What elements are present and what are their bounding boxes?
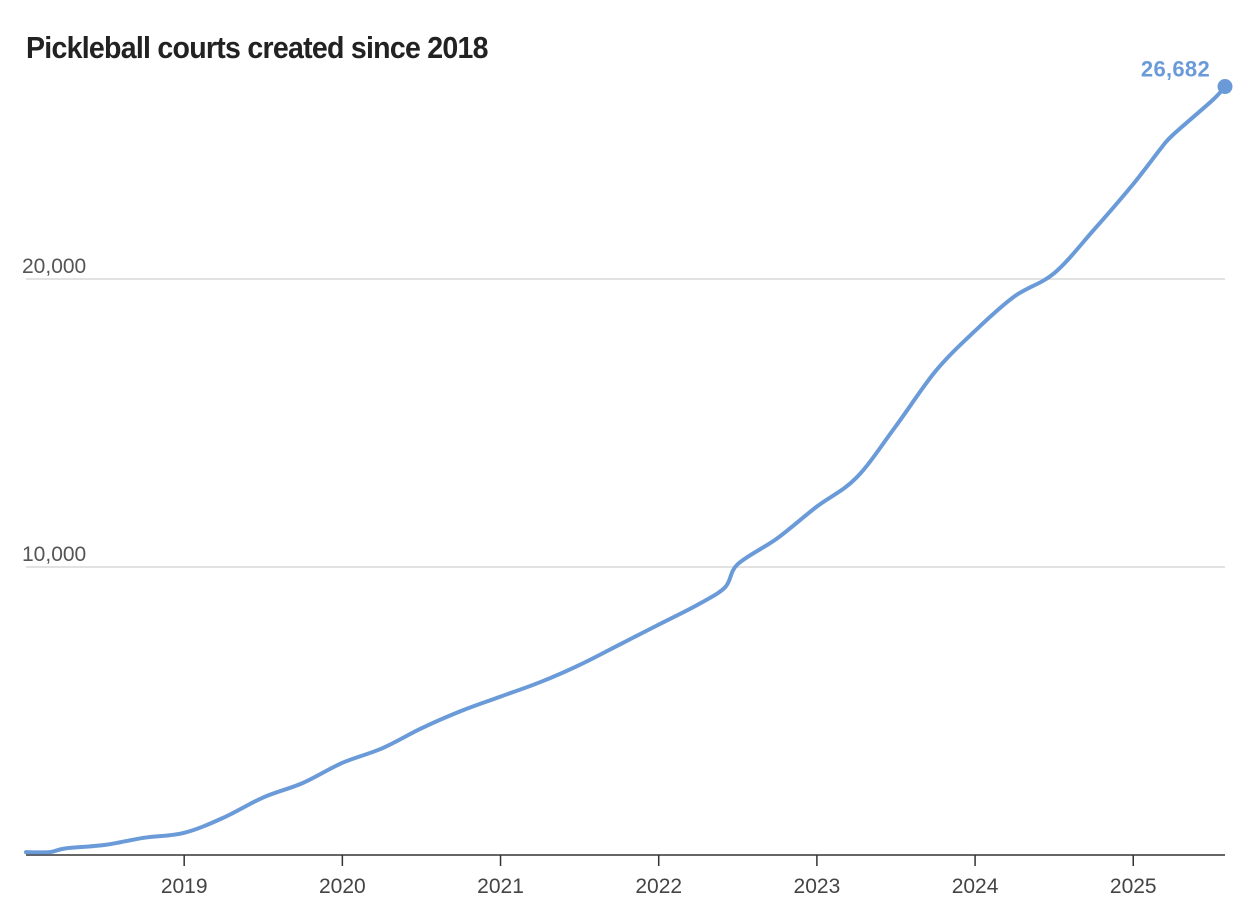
x-tick-label-2021: 2021 [477, 875, 524, 898]
x-tick-label-2024: 2024 [952, 875, 999, 898]
series-line [24, 84, 1227, 855]
y-axis-labels: 10,000 20,000 [22, 255, 86, 566]
x-tick-label-2019: 2019 [161, 875, 208, 898]
y-tick-label-20000: 20,000 [22, 255, 86, 278]
x-axis-ticks: 2019 2020 2021 2022 2023 2024 2025 [161, 855, 1157, 898]
x-tick-label-2025: 2025 [1110, 875, 1157, 898]
x-tick-label-2022: 2022 [635, 875, 682, 898]
chart-title: Pickleball courts created since 2018 [26, 30, 489, 65]
y-tick-label-10000: 10,000 [22, 543, 86, 566]
x-tick-label-2020: 2020 [319, 875, 366, 898]
end-point-marker [1217, 79, 1233, 95]
series: 26,682 [24, 57, 1233, 855]
x-tick-label-2023: 2023 [794, 875, 841, 898]
gridlines [26, 278, 1225, 568]
end-value-label: 26,682 [1141, 57, 1210, 82]
